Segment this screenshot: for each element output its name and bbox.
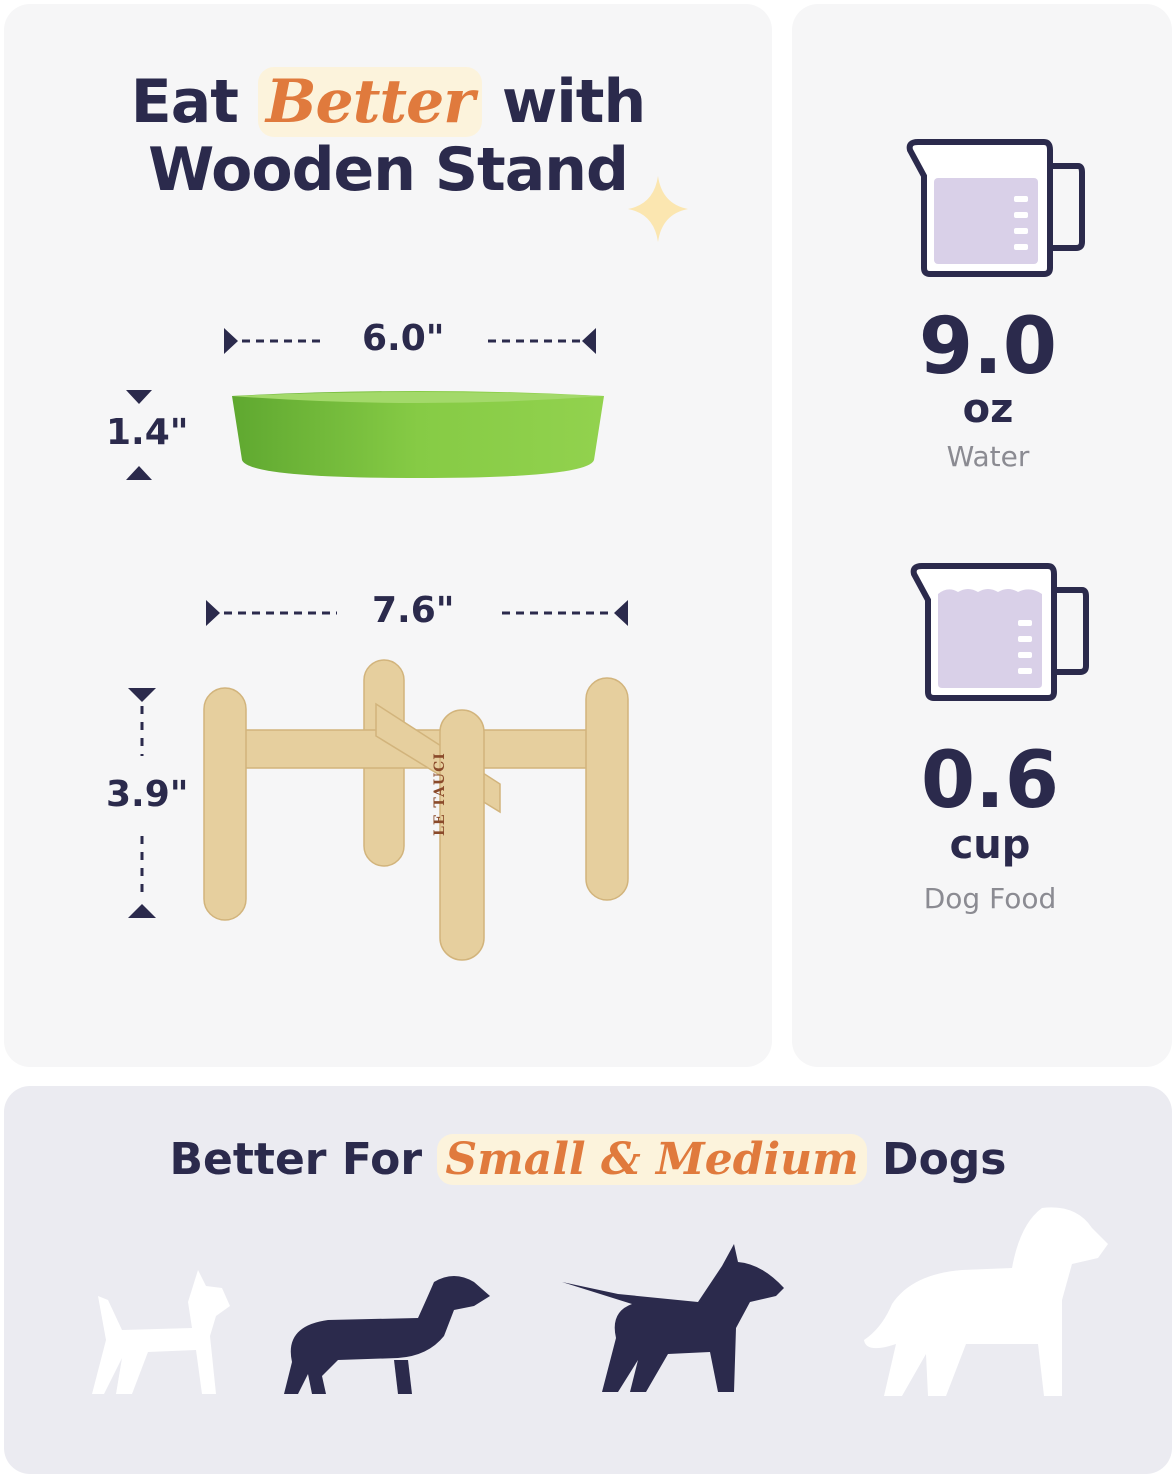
water-capacity-value: 9.0: [918, 302, 1058, 392]
water-capacity-unit: oz: [962, 386, 1014, 432]
suitability-highlight: Small & Medium: [437, 1134, 867, 1185]
headline-highlight: Better: [257, 67, 482, 137]
stand-height-label: 3.9": [106, 774, 189, 815]
food-capacity-value: 0.6: [920, 736, 1060, 826]
capacity-panel: 9.0 oz Water 0.6 cup Dog Food: [792, 4, 1172, 1067]
chihuahua-icon: [92, 1270, 230, 1394]
brand-logo: LE TAUCI: [432, 752, 448, 836]
food-capacity-unit: cup: [949, 822, 1031, 868]
bowl-width-arrow: [224, 328, 596, 354]
food-measuring-cup-icon: [910, 563, 1089, 701]
wooden-stand-image: [203, 659, 629, 961]
dog-size-panel: Better For Small & Medium Dogs: [4, 1086, 1172, 1474]
headline-text: Eat: [130, 67, 239, 137]
food-capacity-label: Dog Food: [923, 882, 1057, 915]
dimensions-panel: Eat Better with Wooden Stand 6.0" 1.4" 7…: [4, 4, 772, 1067]
stand-width-label: 7.6": [372, 590, 455, 631]
stand-height-arrow: [128, 688, 156, 918]
golden-retriever-icon: [864, 1207, 1108, 1396]
stand-width-arrow: [206, 600, 628, 626]
suitability-text: Better For: [169, 1134, 423, 1185]
water-capacity-label: Water: [946, 440, 1030, 473]
bowl-diameter-label: 6.0": [362, 318, 445, 359]
water-measuring-cup-icon: [906, 139, 1085, 277]
dachshund-icon: [284, 1276, 490, 1394]
green-bowl-image: [232, 391, 604, 478]
headline-text: with: [501, 67, 646, 137]
bowl-height-label: 1.4": [106, 412, 189, 453]
suitability-text: Dogs: [882, 1134, 1007, 1185]
headline-line2: Wooden Stand: [148, 135, 629, 205]
sparkle-icon: [628, 176, 688, 242]
headline: Eat Better with Wooden Stand: [4, 67, 772, 205]
suitability-heading: Better For Small & Medium Dogs: [4, 1126, 1172, 1194]
bull-terrier-icon: [562, 1244, 784, 1392]
